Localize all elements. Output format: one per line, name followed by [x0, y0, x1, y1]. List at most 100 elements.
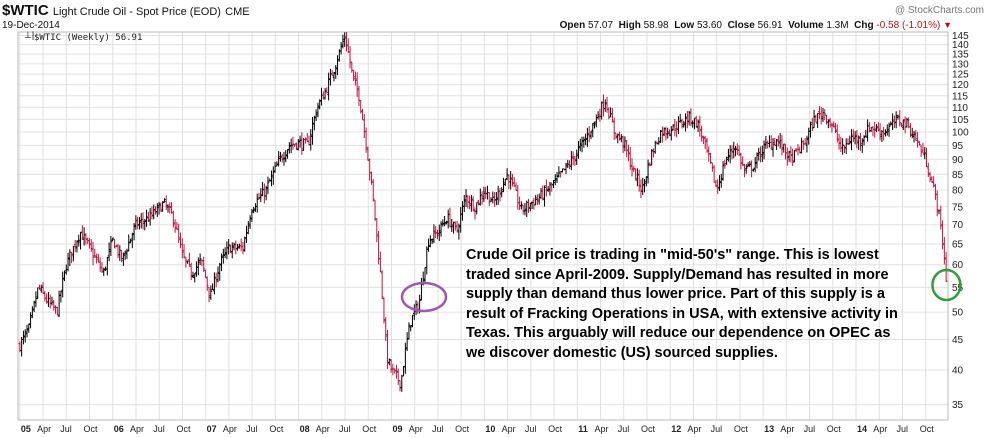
x-tick-label: Apr	[595, 424, 609, 434]
ohlc-bar	[661, 126, 664, 143]
ohlc-bar	[561, 168, 564, 173]
ohlc-bar	[602, 94, 605, 117]
ohlc-bar	[682, 120, 686, 128]
y-tick-label: 95	[952, 141, 964, 152]
ohlc-bar	[318, 99, 321, 110]
ohlc-bar	[739, 152, 743, 170]
ohlc-bar	[575, 149, 578, 165]
ohlc-bar	[684, 113, 687, 132]
ohlc-bar	[230, 242, 234, 259]
ohlc-bar	[496, 185, 500, 205]
x-tick-label: Apr	[223, 424, 237, 434]
ohlc-bar	[73, 240, 77, 253]
ohlc-bar	[432, 224, 436, 244]
ohlc-bar	[566, 159, 570, 169]
ohlc-bar	[116, 243, 120, 259]
legend-marker-icon: ⊥|	[24, 30, 34, 40]
ohlc-bar	[220, 253, 223, 272]
ohlc-bar	[884, 129, 887, 137]
ohlc-bar	[180, 238, 184, 259]
ohlc-bar	[625, 140, 628, 158]
ohlc-bar	[728, 145, 732, 164]
ohlc-bar	[295, 142, 298, 151]
close-value: 56.91	[757, 20, 783, 31]
ohlc-bar	[293, 143, 297, 148]
x-tick-label: 13	[764, 424, 774, 434]
ohlc-bar	[252, 206, 255, 214]
ohlc-bar	[279, 151, 282, 162]
ohlc-bar	[557, 166, 561, 178]
ohlc-bar	[229, 244, 232, 254]
ohlc-bar	[204, 269, 207, 278]
ohlc-bar	[678, 113, 682, 123]
ohlc-bar	[38, 284, 41, 290]
ohlc-bar	[343, 32, 346, 47]
x-tick-label: 05	[21, 424, 31, 434]
ohlc-bar	[75, 240, 79, 253]
ohlc-bar	[746, 162, 750, 168]
ohlc-bar	[334, 65, 338, 79]
y-tick-label: 115	[952, 91, 968, 102]
ohlc-bar	[313, 115, 316, 131]
ohlc-bar	[885, 124, 889, 136]
ohlc-bar	[188, 252, 191, 267]
open-value: 57.07	[588, 20, 614, 31]
ohlc-bar	[702, 135, 705, 145]
x-tick-label: Jul	[339, 424, 351, 434]
ohlc-bar	[889, 121, 893, 126]
ohlc-bar	[307, 135, 311, 146]
ohlc-bars	[18, 32, 948, 392]
ohlc-bar	[122, 252, 125, 266]
ohlc-bar	[332, 71, 336, 82]
ohlc-bar	[586, 127, 589, 148]
ohlc-bar	[518, 196, 521, 211]
ohlc-bar	[834, 122, 837, 134]
ohlc-bar	[737, 145, 741, 156]
ohlc-bar	[868, 122, 871, 133]
ohlc-bar	[630, 158, 634, 177]
ohlc-bar	[113, 238, 116, 249]
ohlc-bar	[534, 195, 537, 206]
ohlc-bar	[864, 129, 868, 137]
ohlc-bar	[163, 198, 166, 203]
x-tick-label: Jul	[246, 424, 258, 434]
ohlc-bar	[493, 191, 496, 207]
ohlc-bar	[600, 101, 603, 120]
ohlc-bar	[172, 210, 175, 228]
ohlc-bar	[582, 136, 586, 148]
y-tick-label: 105	[952, 115, 969, 126]
ohlc-bar	[860, 138, 864, 153]
ohlc-bar	[875, 124, 878, 132]
ohlc-bar	[56, 306, 59, 316]
ohlc-bar	[25, 324, 29, 338]
ohlc-bar	[123, 250, 127, 260]
ohlc-bar	[520, 201, 523, 210]
ohlc-bar	[939, 205, 943, 230]
x-tick-label: Jul	[618, 424, 630, 434]
ohlc-bar	[761, 145, 764, 162]
ohlc-bar	[107, 242, 111, 262]
ohlc-bar	[877, 122, 880, 132]
change-value: -0.58 (-1.01%)	[876, 20, 941, 31]
ohlc-bar	[323, 87, 327, 100]
low-value: 53.60	[696, 20, 722, 31]
y-tick-label: 45	[952, 335, 964, 346]
ohlc-bar	[202, 256, 205, 272]
ohlc-bar	[641, 177, 645, 195]
ohlc-bar	[314, 109, 318, 122]
volume-value: 1.3M	[826, 20, 849, 31]
x-tick-label: Apr	[780, 424, 794, 434]
ohlc-bar	[93, 248, 97, 258]
ohlc-bar	[270, 170, 273, 187]
ohlc-bar	[850, 128, 853, 151]
chart-date: 19-Dec-2014	[2, 20, 60, 31]
ohlc-bar	[837, 133, 841, 150]
copyright: @ StockCharts.com	[894, 5, 984, 16]
ohlc-bar	[34, 291, 38, 308]
ohlc-bar	[653, 140, 657, 154]
ohlc-bar	[386, 329, 389, 369]
ohlc-bar	[618, 131, 621, 141]
ohlc-bar	[484, 186, 487, 199]
x-tick-label: Oct	[827, 424, 842, 434]
ohlc-bar	[182, 244, 186, 259]
